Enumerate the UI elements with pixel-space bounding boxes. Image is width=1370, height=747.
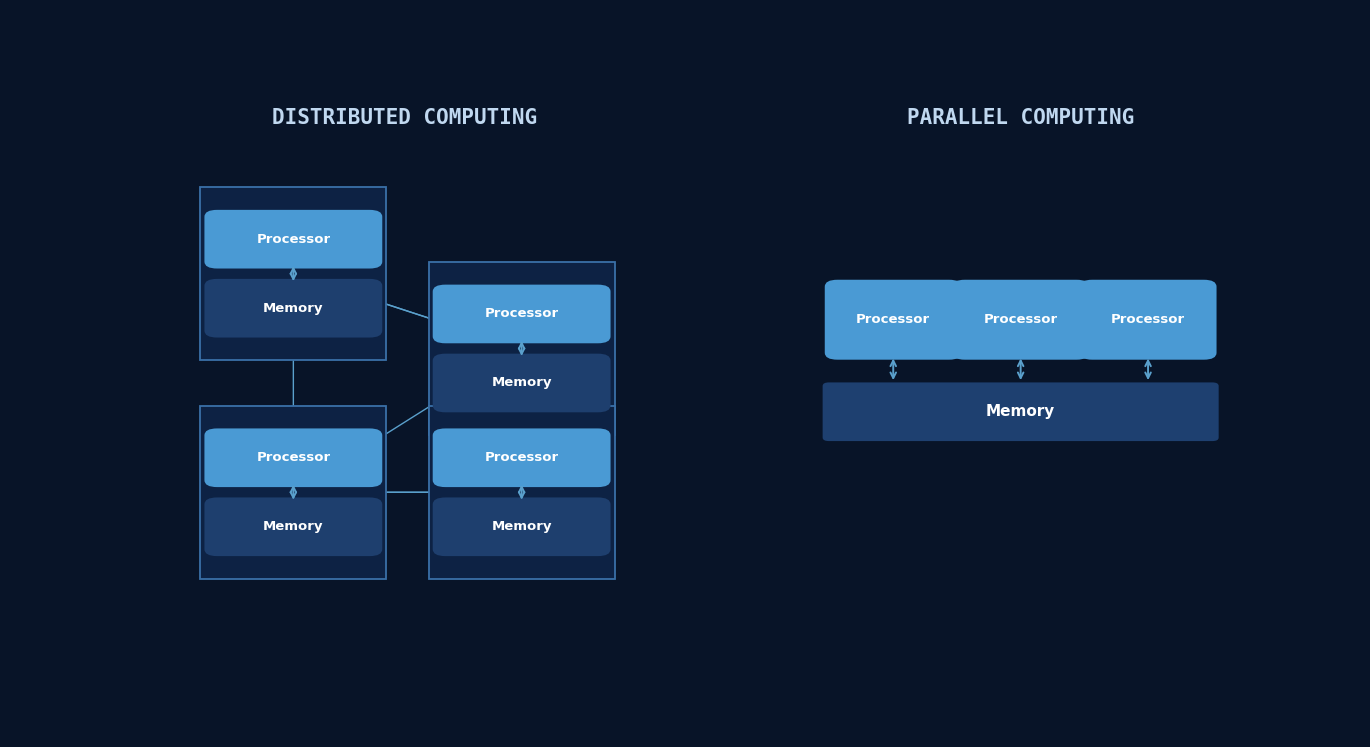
Text: Memory: Memory: [492, 520, 552, 533]
FancyBboxPatch shape: [1080, 279, 1217, 360]
Text: PARALLEL COMPUTING: PARALLEL COMPUTING: [907, 108, 1134, 128]
Text: Processor: Processor: [485, 308, 559, 320]
Text: Memory: Memory: [263, 302, 323, 314]
FancyBboxPatch shape: [200, 406, 386, 578]
Text: Memory: Memory: [492, 376, 552, 389]
FancyBboxPatch shape: [433, 498, 611, 556]
Text: Memory: Memory: [263, 520, 323, 533]
FancyBboxPatch shape: [200, 187, 386, 360]
FancyBboxPatch shape: [952, 279, 1089, 360]
FancyBboxPatch shape: [822, 382, 1219, 441]
FancyBboxPatch shape: [204, 279, 382, 338]
Text: Memory: Memory: [986, 404, 1055, 419]
Text: Processor: Processor: [256, 232, 330, 246]
Text: Processor: Processor: [256, 451, 330, 465]
Text: Processor: Processor: [485, 451, 559, 465]
Text: DISTRIBUTED COMPUTING: DISTRIBUTED COMPUTING: [273, 108, 537, 128]
Text: Processor: Processor: [984, 313, 1058, 326]
FancyBboxPatch shape: [204, 210, 382, 268]
FancyBboxPatch shape: [825, 279, 962, 360]
FancyBboxPatch shape: [429, 262, 615, 435]
FancyBboxPatch shape: [433, 285, 611, 344]
Text: Processor: Processor: [856, 313, 930, 326]
Text: Processor: Processor: [1111, 313, 1185, 326]
FancyBboxPatch shape: [433, 429, 611, 487]
FancyBboxPatch shape: [433, 353, 611, 412]
FancyBboxPatch shape: [429, 406, 615, 578]
FancyBboxPatch shape: [204, 498, 382, 556]
FancyBboxPatch shape: [204, 429, 382, 487]
